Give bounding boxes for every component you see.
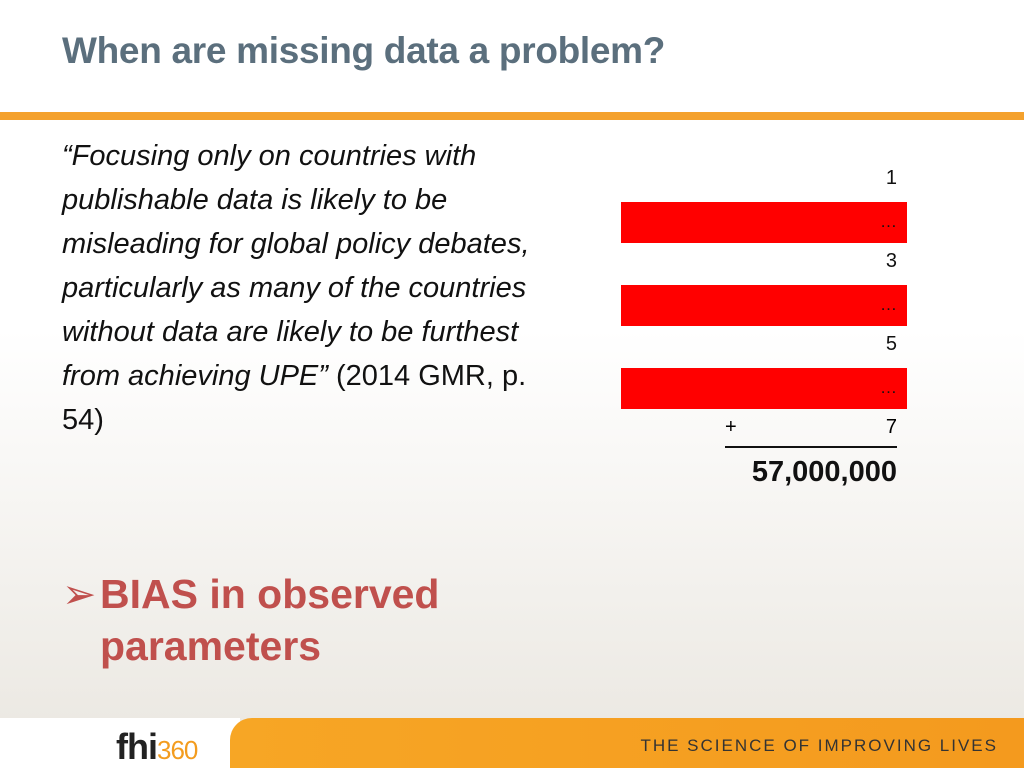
footer-orange-band [230,718,1024,768]
fhi360-logo: fhi360 [116,726,198,768]
footer-tagline: THE SCIENCE OF IMPROVING LIVES [640,736,998,755]
quote-block: “Focusing only on countries with publish… [62,134,532,442]
bias-line-2: parameters [100,623,322,669]
tally-row-highlighted: … [621,284,907,326]
tally-value: … [880,377,897,397]
tally-value: … [880,294,897,314]
tally-table: 1 … 3 … 5 … + 7 [621,160,907,451]
tally-value: 3 [885,250,897,272]
tally-value: 7 [885,416,897,438]
bias-bullet: ➢BIAS in observed parameters [62,568,522,672]
footer-white-area [0,718,240,768]
logo-360-text: 360 [156,735,198,765]
tally-value: 1 [885,167,897,189]
tally-row: 5 [621,326,907,368]
tally-total: 57,000,000 [751,456,897,488]
slide-title: When are missing data a problem? [62,30,666,71]
tally-row: 3 [621,243,907,285]
tally-sum-row: + 7 [621,409,907,451]
tally-row-highlighted: … [621,201,907,243]
bias-line-1: BIAS in observed [100,571,440,617]
tally-row: 1 [621,160,907,202]
logo-fhi-text: fhi [116,726,158,767]
plus-sign: + [725,416,737,438]
title-divider [0,112,1024,120]
arrow-bullet-icon: ➢ [62,571,97,617]
tally-value: 5 [885,333,897,355]
sum-underline [725,446,897,448]
quote-citation: (2014 GMR, p. 54) [62,360,527,436]
quote-text: “Focusing only on countries with publish… [62,140,530,392]
tally-value: … [880,211,897,231]
tally-row-highlighted: … [621,367,907,409]
footer-bar: fhi360 THE SCIENCE OF IMPROVING LIVES [0,718,1024,768]
